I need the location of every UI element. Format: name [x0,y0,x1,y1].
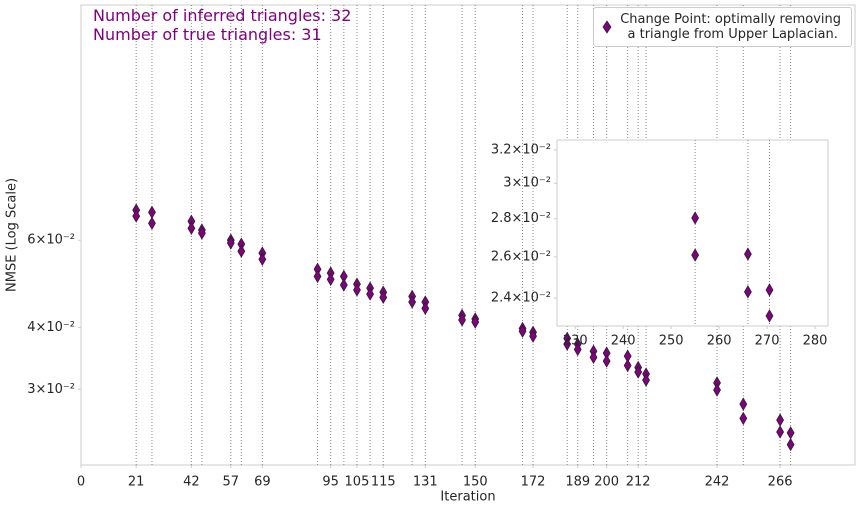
change-point-marker [634,365,643,379]
change-point-marker [458,313,466,327]
x-tick-label: 260 [707,334,732,349]
legend-label: Change Point: optimally removing a trian… [620,12,841,42]
x-tick-label: 240 [611,334,636,349]
x-tick-label: 69 [254,475,271,490]
y-tick-label: 2.6×10⁻² [491,249,551,264]
change-point-marker [366,287,375,301]
x-tick-label: 150 [463,475,488,490]
change-point-marker [786,437,795,452]
change-point-marker [573,342,582,357]
y-tick-label: 4×10⁻² [27,320,75,335]
change-point-marker [713,383,721,397]
x-tick-label: 212 [626,475,651,490]
x-tick-label: 0 [77,475,85,490]
y-tick-label: 2.8×10⁻² [491,211,551,226]
change-point-marker [226,236,235,250]
change-point-marker [471,315,480,329]
change-point-marker [258,252,267,266]
x-tick-label: 42 [183,475,200,490]
x-tick-label: 250 [659,334,684,349]
change-point-marker [132,209,141,223]
annotation: Number of inferred triangles: 32 [93,6,352,25]
change-point-marker [642,373,650,387]
legend-marker [602,20,612,34]
change-point-marker [379,290,388,305]
change-point-marker [743,247,752,261]
y-tick-label: 6×10⁻² [27,233,75,248]
change-point-marker [743,285,752,299]
change-point-marker [739,397,748,411]
legend: Change Point: optimally removing a trian… [593,7,852,47]
y-tick-label: 2.4×10⁻² [491,291,551,306]
change-point-marker [589,350,598,365]
x-tick-label: 105 [345,475,370,490]
change-point-marker [563,337,572,351]
change-point-marker [529,329,537,343]
x-tick-label: 131 [413,475,438,490]
x-tick-label: 230 [563,334,588,349]
change-point-marker [313,269,322,284]
annotation: Number of true triangles: 31 [93,25,322,44]
y-axis-label: NMSE (Log Scale) [5,178,20,292]
change-point-marker [776,425,785,439]
x-tick-label: 200 [594,475,619,490]
change-point-marker [765,309,774,323]
x-axis-label: Iteration [440,490,495,505]
change-point-marker [623,358,632,373]
change-point-marker [408,295,417,309]
change-point-marker [691,248,700,262]
x-tick-label: 21 [128,475,145,490]
x-tick-label: 115 [371,475,396,490]
x-tick-label: 266 [768,475,793,490]
change-point-marker [187,221,196,235]
change-point-marker [739,411,748,426]
change-point-marker [353,283,361,297]
change-point-marker [421,301,430,316]
change-point-marker [326,272,335,287]
x-tick-label: 242 [705,475,730,490]
x-tick-label: 57 [223,475,240,490]
change-point-marker [197,226,206,240]
x-tick-label: 172 [521,475,546,490]
change-point-marker [602,354,611,368]
x-tick-label: 270 [755,334,780,349]
y-tick-label: 3×10⁻² [503,176,551,191]
change-point-marker [691,211,700,225]
x-tick-label: 280 [803,334,828,349]
plot-area [556,139,829,327]
x-tick-label: 189 [565,475,590,490]
change-point-marker [765,283,774,297]
change-point-marker [148,216,156,230]
y-tick-label: 3.2×10⁻² [491,143,551,158]
change-point-marker [518,324,527,338]
x-tick-label: 95 [322,475,339,490]
y-tick-label: 3×10⁻² [27,382,75,397]
change-point-marker [237,244,246,258]
change-point-marker [339,278,348,292]
